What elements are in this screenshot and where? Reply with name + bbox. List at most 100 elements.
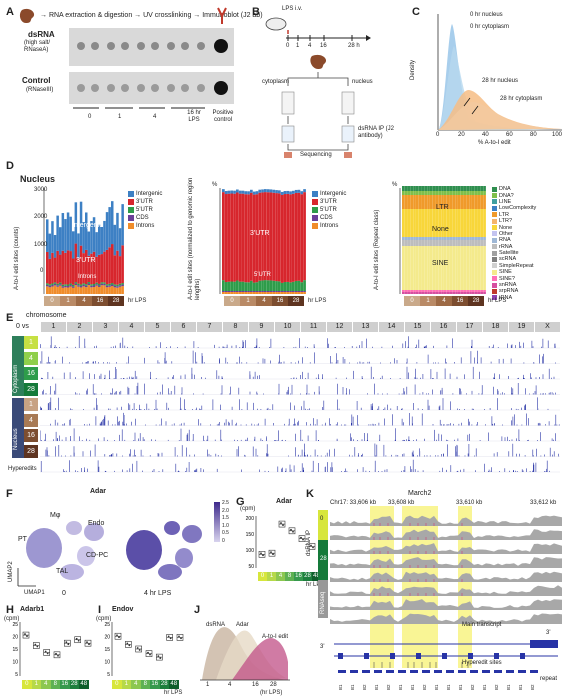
legend-swatch (312, 191, 318, 197)
k-genome-browser (330, 506, 562, 673)
bar-segment (289, 291, 292, 292)
time-strip-cell: 16 (452, 296, 468, 306)
c-label-0hr-cytoplasm: 0 hr cytoplasm (470, 24, 510, 30)
legend-swatch (492, 199, 497, 205)
legend-swatch (492, 231, 497, 237)
bar-segment (227, 190, 231, 194)
bar-segment (458, 292, 461, 294)
bar-segment (432, 186, 436, 191)
time-16: 16 hr LPS (187, 110, 201, 123)
bar-segment (441, 191, 444, 195)
bar-segment (275, 281, 278, 291)
d1-ytick: 1000 (34, 242, 48, 248)
time-strip-cell: 16 (92, 296, 108, 306)
bar-segment (227, 292, 231, 294)
bar-segment (455, 290, 458, 292)
legend-swatch (492, 256, 497, 262)
bar-segment (432, 195, 436, 209)
bar-segment (469, 209, 472, 237)
time-strip-cell: 4 (41, 680, 51, 689)
bar-segment (452, 240, 456, 246)
bar-segment (269, 189, 273, 193)
bar-segment (98, 286, 101, 294)
bar-segment (77, 286, 80, 294)
bar-segment (463, 191, 467, 195)
bar-segment (474, 290, 478, 292)
bar-segment (56, 285, 59, 287)
panel-i-letter: I (98, 604, 102, 616)
bar-segment (477, 195, 481, 209)
b-tick-0: 0 (286, 43, 290, 49)
bar-segment (272, 280, 276, 291)
bar-segment (90, 285, 93, 288)
bar-segment (449, 186, 453, 191)
bar-segment (105, 212, 109, 250)
bar-segment (53, 257, 57, 283)
legend-item: snRNA (492, 282, 536, 288)
bar-segment (53, 282, 57, 284)
bar-segment (480, 209, 484, 237)
point (260, 552, 262, 555)
bar-segment (77, 233, 80, 259)
bar-segment (303, 291, 306, 292)
bar-segment (275, 292, 278, 294)
bar-segment (113, 285, 117, 288)
bar-segment (272, 189, 276, 193)
bar-segment (236, 292, 239, 294)
legend-item: CDS (136, 215, 149, 221)
y-tick-label: 25 (104, 622, 110, 628)
bar-segment (286, 291, 290, 292)
bar-segment (463, 209, 467, 237)
b-tick-1: 1 (296, 43, 300, 49)
bar-segment (416, 186, 419, 191)
bar-segment (407, 237, 411, 240)
tube-icon (341, 91, 355, 115)
bar-segment (469, 191, 472, 195)
bar-segment (264, 192, 267, 281)
bar-segment (79, 201, 83, 246)
bar-segment (402, 209, 405, 237)
bar-segment (103, 220, 106, 252)
bar-segment (72, 287, 75, 294)
bar-segment (469, 237, 472, 240)
bar-segment (418, 240, 422, 246)
bar-segment (53, 235, 57, 258)
bar-segment (474, 191, 478, 195)
bar-segment (421, 195, 425, 209)
f-cluster-mphi: Mφ (50, 512, 61, 519)
bar-segment (444, 186, 447, 191)
bar-segment (427, 209, 430, 237)
bar-segment (46, 284, 49, 287)
k-coord: 33,608 kb (388, 500, 415, 506)
bar-segment (297, 291, 301, 292)
legend-swatch (492, 288, 497, 294)
point (138, 649, 141, 651)
bar-segment (300, 191, 304, 195)
j-xtick: 1 (206, 682, 210, 688)
time-strip-cell: 1 (121, 680, 131, 689)
bar-segment (297, 192, 301, 281)
bar-segment (286, 193, 290, 282)
bar-segment (82, 253, 85, 284)
bar-segment (418, 290, 422, 292)
bar-segment (261, 292, 264, 294)
legend-swatch (492, 237, 497, 243)
k-coord: Chr17: 33,606 kb (330, 500, 377, 506)
repeat-block (350, 670, 358, 673)
repeat-block (530, 670, 538, 673)
tube-icon (281, 91, 295, 115)
legend-swatch (492, 212, 497, 218)
bar-segment (121, 286, 124, 294)
chromosome-label: 3 (92, 322, 118, 332)
bar-segment (230, 281, 234, 291)
time-strip-cell: 1 (240, 296, 256, 306)
point (55, 652, 57, 655)
bar-segment (402, 290, 405, 292)
b-seq-label: Sequencing (300, 152, 332, 158)
bar-segment (444, 292, 447, 294)
bar-segment (480, 237, 484, 240)
bar-segment (241, 292, 245, 294)
bar-segment (264, 292, 267, 294)
d1-inside-3utr: 3'UTR (76, 257, 96, 264)
bar-segment (483, 186, 486, 191)
